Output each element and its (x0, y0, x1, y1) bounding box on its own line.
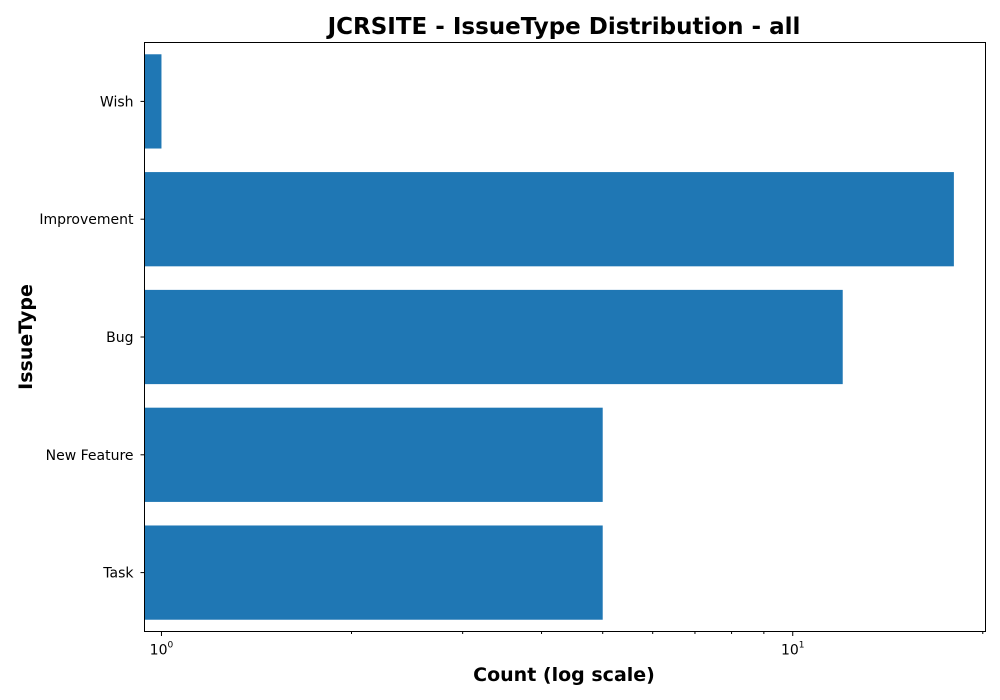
y-ticks-group: Wish Improvement Bug New Feature Task (39, 94, 145, 582)
y-tick-label-bug: Bug (106, 330, 133, 346)
y-tick-label-improvement: Improvement (39, 212, 134, 228)
bar-wish (144, 54, 162, 149)
y-axis-label: IssueType (15, 284, 37, 390)
x-tick-base: 10 (150, 643, 168, 659)
y-tick-label-wish: Wish (100, 94, 134, 110)
plot-frame (144, 42, 986, 632)
x-tick-label: 100 (150, 641, 174, 659)
x-tick-exponent: 0 (168, 641, 174, 651)
x-tick-label: 101 (781, 641, 805, 659)
x-axis-label: Count (log scale) (473, 664, 655, 686)
bar-task (144, 525, 603, 620)
bar-improvement (144, 172, 954, 267)
x-tick-base: 10 (781, 643, 799, 659)
chart-title: JCRSITE - IssueType Distribution - all (326, 14, 801, 40)
x-ticks-group: 100 101 (150, 631, 984, 659)
bar-bug (144, 289, 843, 385)
x-tick-exponent: 1 (799, 641, 805, 651)
bar-new-feature (144, 407, 603, 502)
y-tick-label-task: Task (102, 566, 134, 582)
y-tick-label-new-feature: New Feature (46, 448, 134, 464)
bars-group (144, 54, 954, 620)
